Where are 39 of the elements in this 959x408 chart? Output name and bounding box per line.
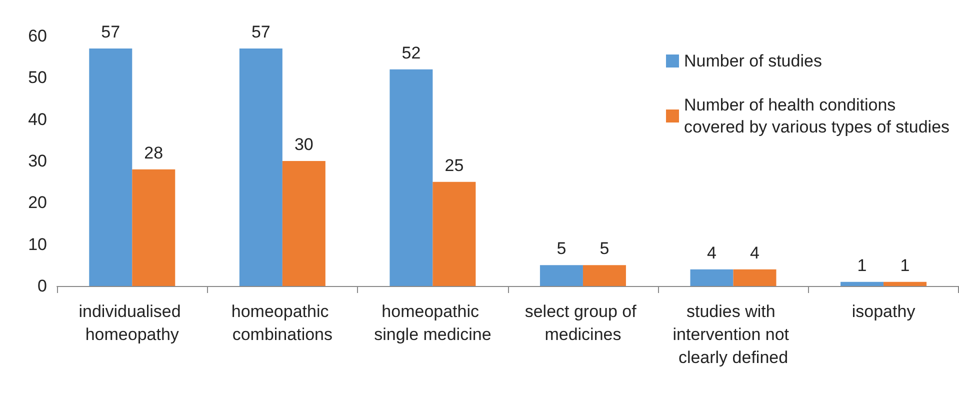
data-label: 28 [144,143,164,162]
y-tick-label: 20 [28,193,47,212]
data-label: 30 [294,135,314,154]
bar [432,182,476,286]
y-tick-label: 30 [28,152,47,170]
y-tick-label: 60 [28,26,47,46]
y-tick-label: 40 [28,110,47,129]
bar [282,161,326,286]
bar [884,282,927,286]
y-tick-label: 50 [28,68,47,88]
legend-label: Number of health conditions covered by various types of studies [684,96,950,136]
x-tick-label: studies with intervention not clearly defined [672,302,794,367]
bar [840,282,884,286]
y-tick-label: 0 [38,276,47,296]
bar [540,265,583,286]
data-label: 5 [600,239,610,258]
data-label: 5 [556,239,566,258]
bar [582,265,626,286]
data-label: 57 [101,22,120,42]
legend-label: Number of studies [684,52,822,70]
bar [239,48,282,286]
bar [390,69,433,286]
bar [733,269,776,286]
data-label: 1 [857,256,867,275]
bar [690,269,734,286]
x-tick-label: select group of medicines [524,302,642,344]
y-tick-label: 10 [28,234,47,254]
data-label: 4 [707,243,716,262]
data-label: 1 [900,256,910,275]
x-tick-label: isopathy [852,302,916,321]
x-tick-label: homeopathic combinations [231,302,334,344]
data-label: 52 [402,43,421,62]
bar [132,169,176,286]
data-label: 57 [251,22,270,42]
data-label: 4 [750,243,760,262]
bar [89,48,132,286]
x-tick-label: individualised homeopathy [78,302,186,344]
data-label: 25 [444,156,464,175]
x-tick-label: homeopathic single medicine [374,302,492,344]
